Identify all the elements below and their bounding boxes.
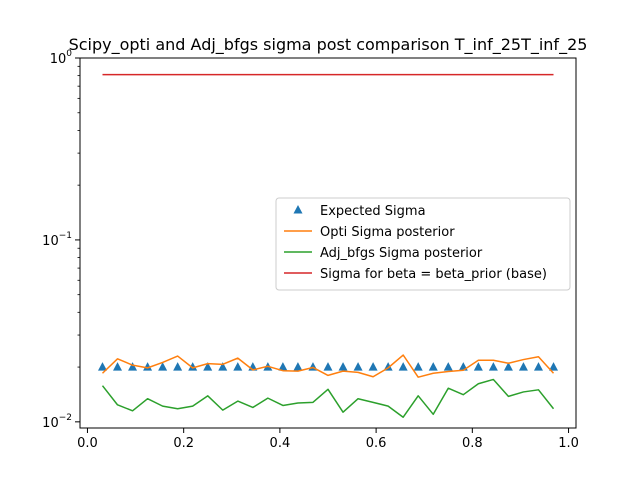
plot-area: 0.0 0.2 0.4 0.6 0.8 1.0 10−2 10−1 100 Expected … — [42, 49, 579, 451]
data-point-marker — [97, 362, 107, 371]
x-axis: 0.0 0.2 0.4 0.6 0.8 1.0 — [77, 428, 579, 451]
chart-title: Scipy_opti and Adj_bfgs sigma post compa… — [69, 35, 588, 55]
data-point-marker — [518, 362, 528, 371]
data-point-marker — [143, 362, 153, 371]
data-point-marker — [188, 362, 198, 371]
series-line — [101, 354, 555, 378]
data-point-marker — [278, 362, 288, 371]
x-tick-label: 0.2 — [173, 436, 194, 451]
data-point-marker — [443, 362, 453, 371]
y-tick-label: 10−1 — [42, 231, 72, 249]
data-point-marker — [353, 362, 363, 371]
legend: Expected Sigma Opti Sigma posterior Adj_bf… — [275, 197, 571, 291]
data-point-marker — [203, 362, 213, 371]
data-point-marker — [338, 362, 348, 371]
x-tick-label: 0.4 — [270, 436, 291, 451]
data-point-marker — [323, 362, 333, 371]
x-tick-label: 1.0 — [558, 436, 579, 451]
legend-label: Adj_bfgs Sigma posterior — [320, 246, 483, 261]
legend-entry: Adj_bfgs Sigma posterior — [284, 246, 483, 261]
data-point-marker — [549, 362, 559, 371]
series-1 — [101, 354, 555, 378]
x-tick-label: 0.0 — [77, 436, 98, 451]
legend-label: Sigma for beta = beta_prior (base) — [320, 267, 547, 282]
data-point-marker — [488, 362, 498, 371]
data-point-marker — [413, 362, 423, 371]
data-point-marker — [428, 362, 438, 371]
data-point-marker — [218, 362, 228, 371]
series-2 — [101, 378, 555, 418]
series-line — [101, 378, 555, 418]
legend-label: Opti Sigma posterior — [320, 225, 455, 240]
legend-entry: Expected Sigma — [293, 204, 426, 219]
legend-entry: Sigma for beta = beta_prior (base) — [284, 267, 547, 282]
data-point-marker — [533, 362, 543, 371]
legend-marker-swatch — [293, 205, 303, 214]
data-point-marker — [398, 362, 408, 371]
data-point-marker — [158, 362, 168, 371]
legend-entry: Opti Sigma posterior — [284, 225, 455, 240]
data-point-marker — [113, 362, 123, 371]
series-0 — [97, 362, 559, 371]
series-layer — [97, 73, 559, 418]
data-point-marker — [368, 362, 378, 371]
data-point-marker — [293, 362, 303, 371]
data-point-marker — [503, 362, 513, 371]
data-point-marker — [473, 362, 483, 371]
legend-box — [275, 197, 571, 291]
data-point-marker — [128, 362, 138, 371]
legend-label: Expected Sigma — [320, 204, 426, 219]
x-tick-label: 0.6 — [366, 436, 387, 451]
y-axis: 10−2 10−1 100 — [42, 49, 80, 431]
y-tick-label: 10−2 — [42, 413, 72, 431]
data-point-marker — [233, 362, 243, 371]
x-tick-label: 0.8 — [462, 436, 483, 451]
y-tick-label: 100 — [50, 49, 73, 67]
data-point-marker — [173, 362, 183, 371]
